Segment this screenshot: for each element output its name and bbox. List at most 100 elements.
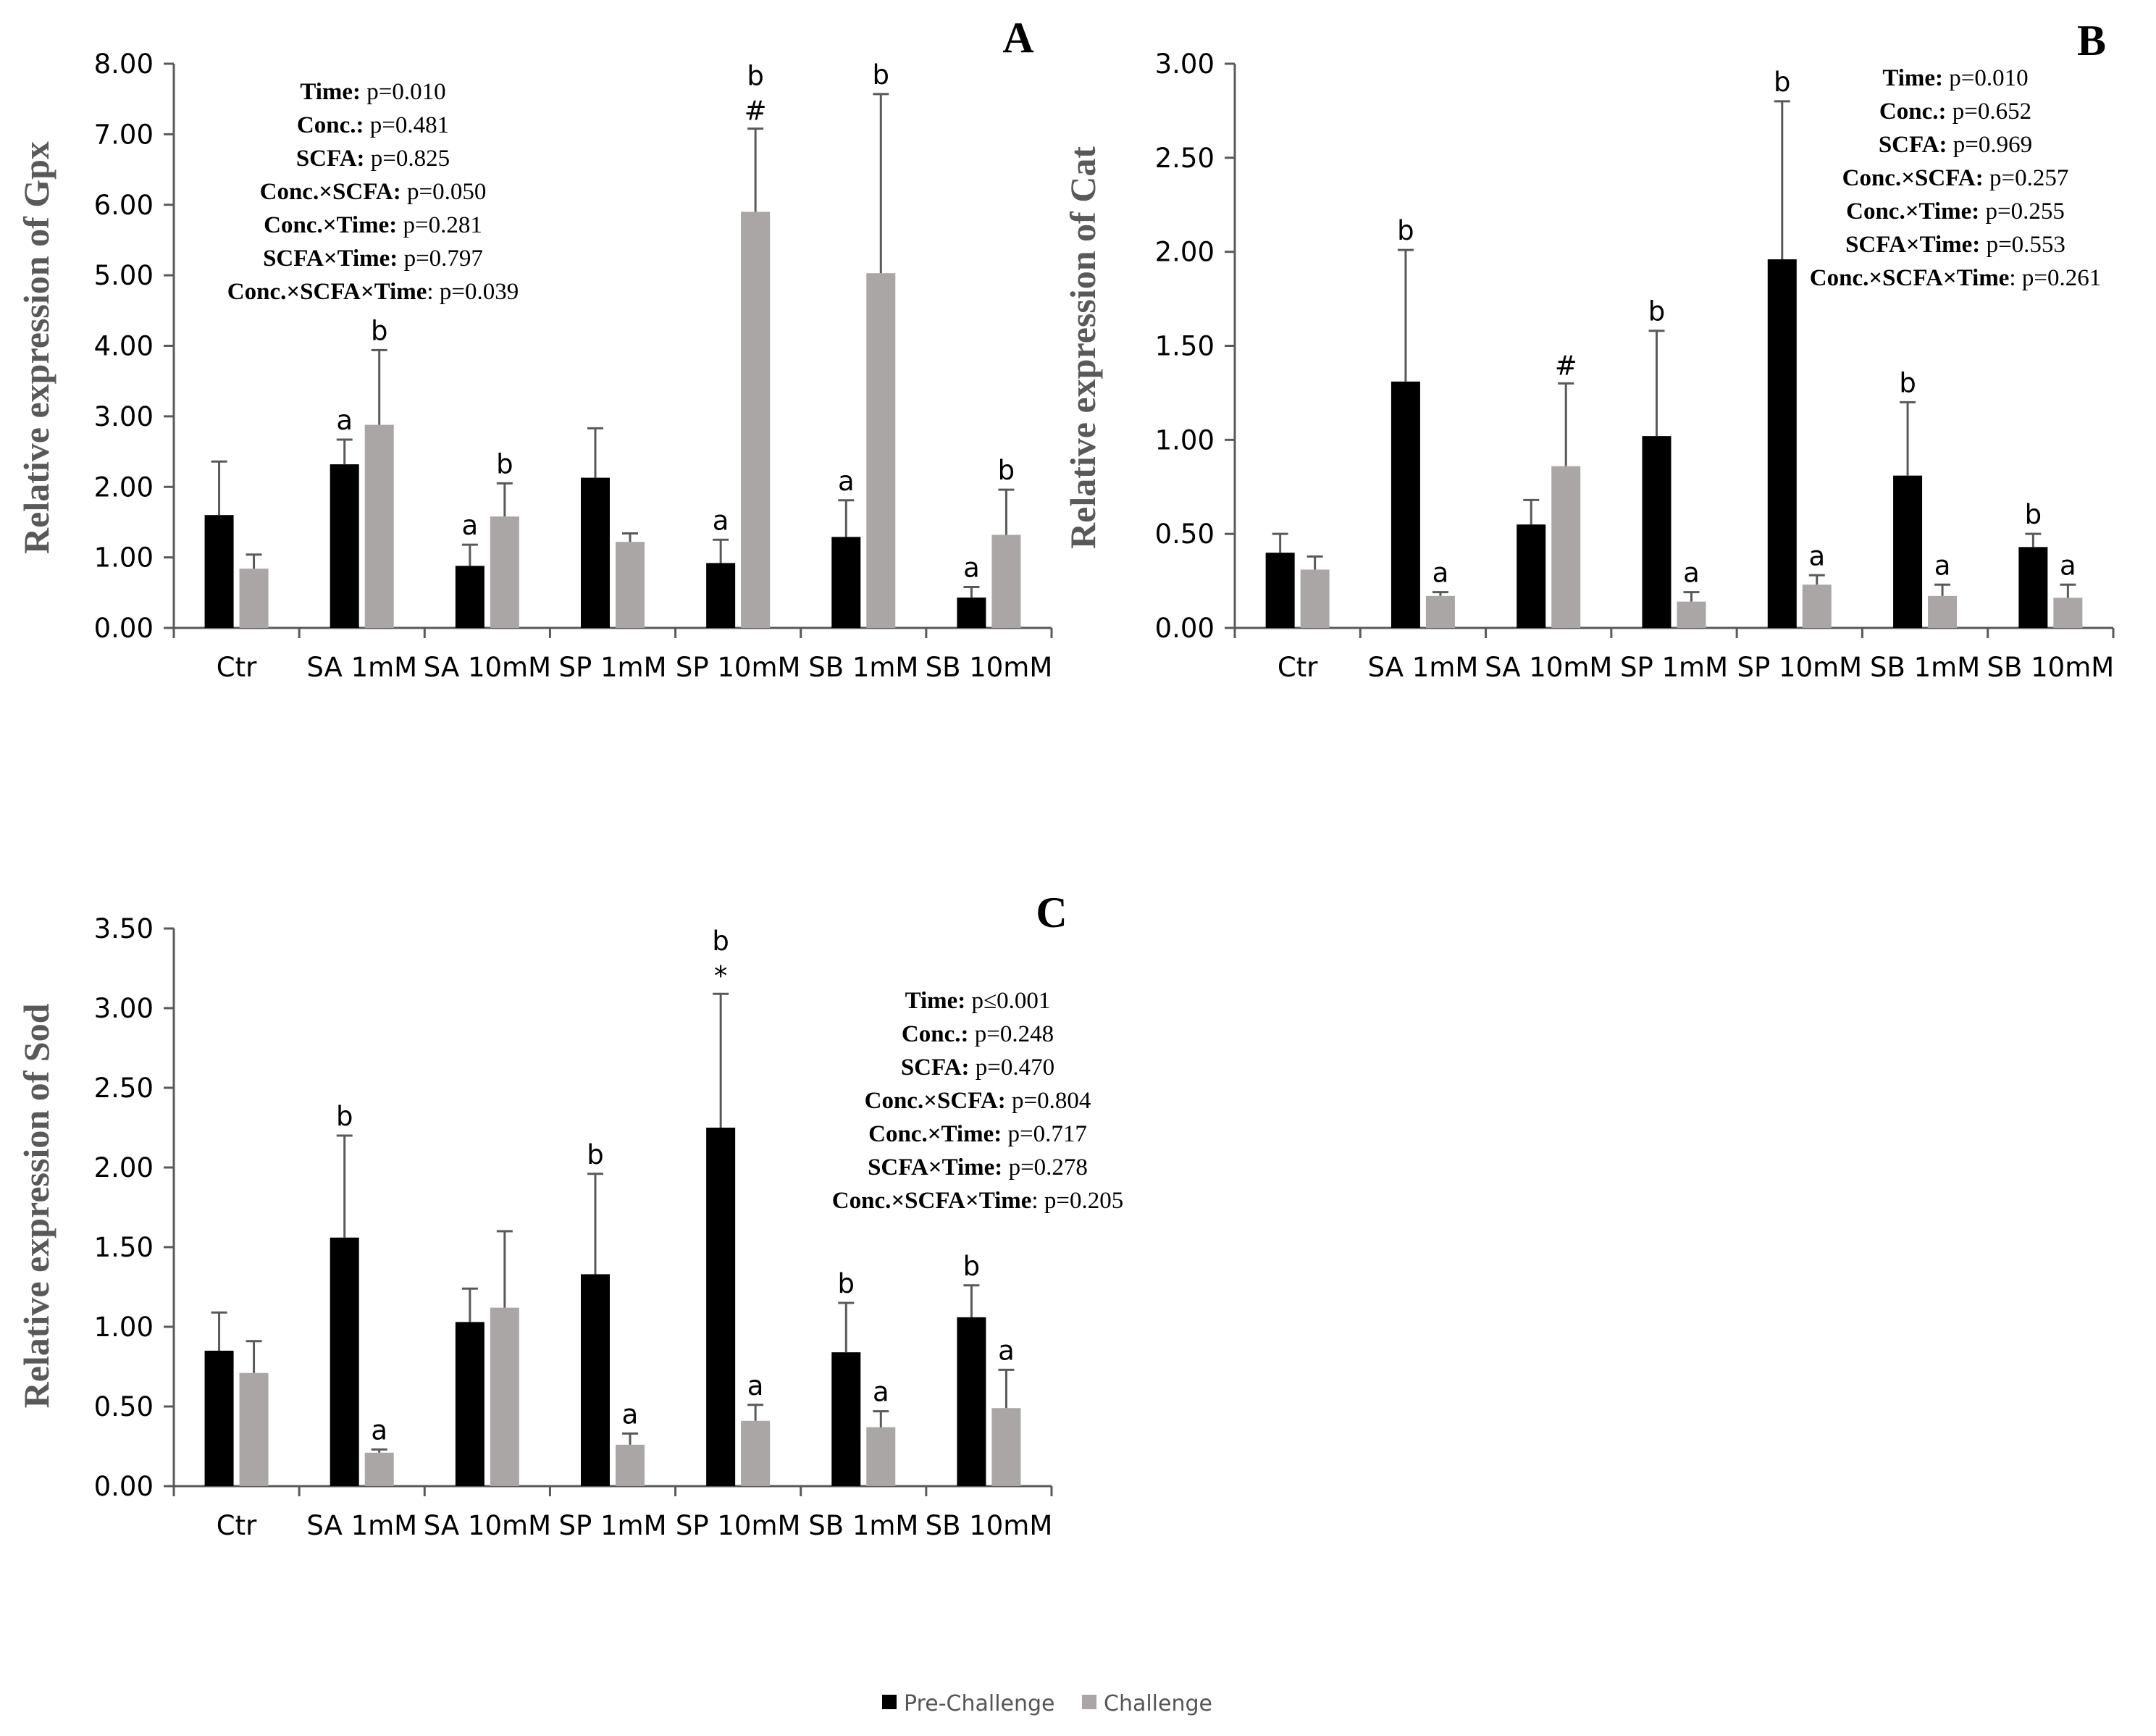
stat-value: p=0.470 (970, 1054, 1055, 1081)
significance-label: a (838, 466, 855, 497)
y-tick-label: 1.00 (94, 1312, 154, 1343)
stat-value: : p=0.205 (1031, 1188, 1123, 1214)
x-tick-label: SB 1mM (1870, 652, 1980, 683)
x-tick-label: SP 10mM (676, 652, 801, 683)
stat-value: p=0.481 (364, 112, 449, 138)
bar-pre-challenge (1517, 524, 1546, 628)
y-tick-label: 0.50 (1155, 519, 1215, 550)
y-tick-label: 0.50 (94, 1391, 154, 1422)
significance-label: b (1648, 296, 1666, 327)
y-axis-title: Relative expression of Sod (16, 1003, 56, 1408)
legend-swatch (1082, 1695, 1096, 1709)
x-tick-label: Ctr (217, 652, 257, 683)
bar-challenge (364, 1452, 394, 1486)
y-tick-label: 2.50 (1155, 143, 1215, 174)
x-tick-label: SB 10mM (1987, 652, 2115, 683)
significance-label: b (1774, 67, 1791, 98)
bar-challenge (1551, 466, 1581, 628)
bar-challenge (1802, 584, 1832, 628)
stat-label: Conc.×SCFA: (865, 1088, 1006, 1114)
x-tick-label: SA 1mM (306, 1510, 417, 1541)
stat-value: p=0.553 (1980, 232, 2065, 258)
significance-label: a (963, 553, 980, 584)
x-tick-label: Ctr (1278, 652, 1318, 683)
significance-label: a (1934, 550, 1951, 581)
stat-value: p=0.278 (1002, 1154, 1088, 1181)
bar-pre-challenge (330, 464, 359, 628)
stat-label: SCFA: (1879, 132, 1947, 158)
y-tick-label: 2.00 (94, 471, 154, 503)
bar-challenge (1425, 595, 1455, 628)
y-tick-label: 1.00 (1155, 424, 1215, 456)
bar-challenge (866, 273, 896, 628)
panel-letter: C (1036, 889, 1067, 936)
bar-pre-challenge (957, 1317, 986, 1486)
stat-line: Time: p=0.010 (300, 79, 445, 105)
bar-pre-challenge (455, 566, 485, 628)
bar-pre-challenge (581, 1274, 610, 1486)
x-tick-label: SB 1mM (808, 1510, 918, 1541)
bar-pre-challenge (1391, 381, 1420, 628)
panel-letter: B (2077, 17, 2106, 64)
stat-line: Conc.×SCFA: p=0.050 (260, 179, 487, 205)
stat-label: Conc.×Time: (1846, 198, 1979, 225)
y-tick-label: 1.00 (94, 542, 154, 574)
stat-line: Conc.×SCFA: p=0.257 (1842, 165, 2069, 191)
x-tick-label: SA 10mM (1485, 652, 1612, 683)
significance-label: a (2060, 550, 2076, 581)
y-tick-label: 3.00 (1155, 49, 1215, 80)
stat-value: p=0.281 (397, 212, 482, 238)
y-tick-label: 3.00 (94, 401, 154, 432)
stat-value: p=0.652 (1946, 98, 2031, 125)
stat-line: Conc.: p=0.652 (1879, 98, 2031, 125)
x-tick-label: SA 1mM (1368, 652, 1479, 683)
significance-label: # (1555, 350, 1577, 381)
bar-challenge (741, 211, 771, 628)
x-tick-label: SB 10mM (926, 1510, 1053, 1541)
y-tick-label: 2.00 (1155, 237, 1215, 268)
stat-line: Conc.: p=0.481 (297, 112, 449, 138)
significance-label: a (1683, 558, 1700, 589)
significance-label: # (744, 96, 767, 127)
stat-label: Time: (1882, 65, 1943, 91)
y-tick-label: 0.00 (94, 613, 154, 644)
stat-label: Conc.: (297, 112, 364, 138)
significance-label: b (2025, 499, 2042, 530)
significance-label: b (371, 315, 388, 346)
panel-letter: A (1002, 14, 1033, 62)
bar-pre-challenge (1893, 475, 1923, 628)
significance-label: a (1808, 540, 1825, 571)
stat-line: SCFA: p=0.470 (901, 1054, 1054, 1081)
y-tick-label: 3.00 (94, 993, 154, 1024)
stat-label: Time: (905, 988, 966, 1014)
stat-value: p=0.050 (401, 179, 487, 205)
bar-pre-challenge (1767, 259, 1797, 628)
y-tick-label: 0.00 (1155, 613, 1215, 644)
significance-label: a (462, 510, 479, 541)
bar-challenge (239, 569, 269, 628)
x-tick-label: SP 1mM (558, 652, 666, 683)
bar-pre-challenge (831, 537, 861, 628)
bar-challenge (616, 542, 645, 628)
significance-label: a (713, 505, 729, 536)
bar-challenge (991, 534, 1021, 628)
y-tick-label: 2.50 (94, 1073, 154, 1104)
significance-label: b (873, 59, 890, 91)
stat-line: SCFA×Time: p=0.553 (1845, 232, 2065, 258)
stat-value: p=0.248 (968, 1021, 1054, 1047)
x-tick-label: SB 1mM (808, 652, 918, 683)
stat-line: Time: p≤0.001 (905, 988, 1051, 1014)
significance-label: a (622, 1399, 639, 1430)
bar-pre-challenge (581, 477, 610, 628)
bar-challenge (1928, 595, 1958, 628)
legend: Pre-Challenge Challenge (882, 1691, 1212, 1716)
stat-value: p=0.257 (1984, 165, 2069, 191)
significance-label: a (1433, 558, 1449, 589)
stat-line: Conc.×Time: p=0.281 (264, 212, 482, 238)
y-axis-title: Relative expression of Cat (1062, 146, 1103, 549)
stat-label: Conc.×SCFA: (1842, 165, 1984, 191)
bar-pre-challenge (204, 1351, 234, 1486)
bar-pre-challenge (204, 515, 234, 628)
significance-label: a (998, 1335, 1015, 1366)
